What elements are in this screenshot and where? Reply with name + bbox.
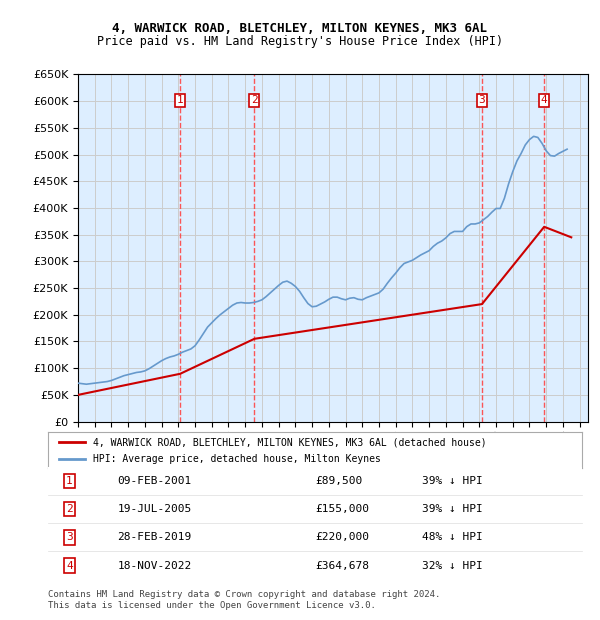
Text: 28-FEB-2019: 28-FEB-2019	[118, 533, 191, 542]
Text: 4, WARWICK ROAD, BLETCHLEY, MILTON KEYNES, MK3 6AL (detached house): 4, WARWICK ROAD, BLETCHLEY, MILTON KEYNE…	[94, 437, 487, 447]
Text: Price paid vs. HM Land Registry's House Price Index (HPI): Price paid vs. HM Land Registry's House …	[97, 35, 503, 48]
Text: 2: 2	[66, 504, 73, 514]
Text: £364,678: £364,678	[315, 560, 369, 570]
Text: 39% ↓ HPI: 39% ↓ HPI	[422, 504, 482, 514]
Text: 09-FEB-2001: 09-FEB-2001	[118, 476, 191, 486]
Text: 4: 4	[541, 95, 548, 105]
Text: HPI: Average price, detached house, Milton Keynes: HPI: Average price, detached house, Milt…	[94, 454, 381, 464]
Text: 4: 4	[66, 560, 73, 570]
Text: 1: 1	[177, 95, 184, 105]
Text: 4, WARWICK ROAD, BLETCHLEY, MILTON KEYNES, MK3 6AL: 4, WARWICK ROAD, BLETCHLEY, MILTON KEYNE…	[113, 22, 487, 35]
Text: £220,000: £220,000	[315, 533, 369, 542]
Text: 18-NOV-2022: 18-NOV-2022	[118, 560, 191, 570]
Text: £155,000: £155,000	[315, 504, 369, 514]
Text: 1: 1	[66, 476, 73, 486]
Text: 2: 2	[251, 95, 258, 105]
Text: 3: 3	[66, 533, 73, 542]
Text: Contains HM Land Registry data © Crown copyright and database right 2024.
This d: Contains HM Land Registry data © Crown c…	[48, 590, 440, 609]
Text: 32% ↓ HPI: 32% ↓ HPI	[422, 560, 482, 570]
Text: £89,500: £89,500	[315, 476, 362, 486]
Text: 39% ↓ HPI: 39% ↓ HPI	[422, 476, 482, 486]
Text: 3: 3	[479, 95, 485, 105]
Text: 48% ↓ HPI: 48% ↓ HPI	[422, 533, 482, 542]
Text: 19-JUL-2005: 19-JUL-2005	[118, 504, 191, 514]
